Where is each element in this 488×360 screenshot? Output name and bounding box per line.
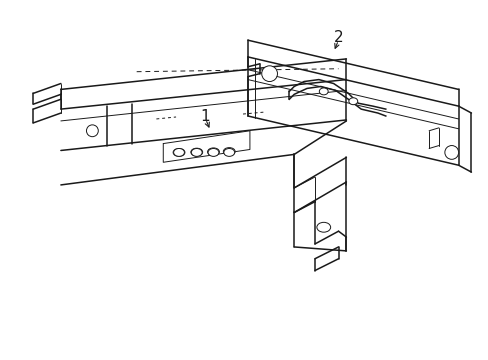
Ellipse shape xyxy=(224,148,234,156)
Circle shape xyxy=(86,125,98,137)
Polygon shape xyxy=(33,84,61,104)
Polygon shape xyxy=(294,118,346,183)
Text: 1: 1 xyxy=(201,108,210,123)
Ellipse shape xyxy=(208,148,219,156)
Polygon shape xyxy=(247,40,458,106)
Ellipse shape xyxy=(190,148,202,156)
Polygon shape xyxy=(33,99,61,126)
Polygon shape xyxy=(294,231,346,286)
Ellipse shape xyxy=(207,148,219,156)
Polygon shape xyxy=(61,80,346,150)
Circle shape xyxy=(261,66,277,82)
Ellipse shape xyxy=(173,148,184,156)
Polygon shape xyxy=(294,156,346,212)
Ellipse shape xyxy=(316,222,330,232)
Polygon shape xyxy=(163,131,249,162)
Ellipse shape xyxy=(348,98,357,105)
Polygon shape xyxy=(61,121,346,185)
Ellipse shape xyxy=(191,148,202,156)
Ellipse shape xyxy=(223,148,235,156)
Polygon shape xyxy=(247,57,458,165)
Text: 2: 2 xyxy=(333,30,343,45)
Polygon shape xyxy=(61,59,346,109)
Polygon shape xyxy=(294,185,346,286)
Ellipse shape xyxy=(319,88,327,95)
Ellipse shape xyxy=(173,148,184,156)
Circle shape xyxy=(444,145,458,159)
